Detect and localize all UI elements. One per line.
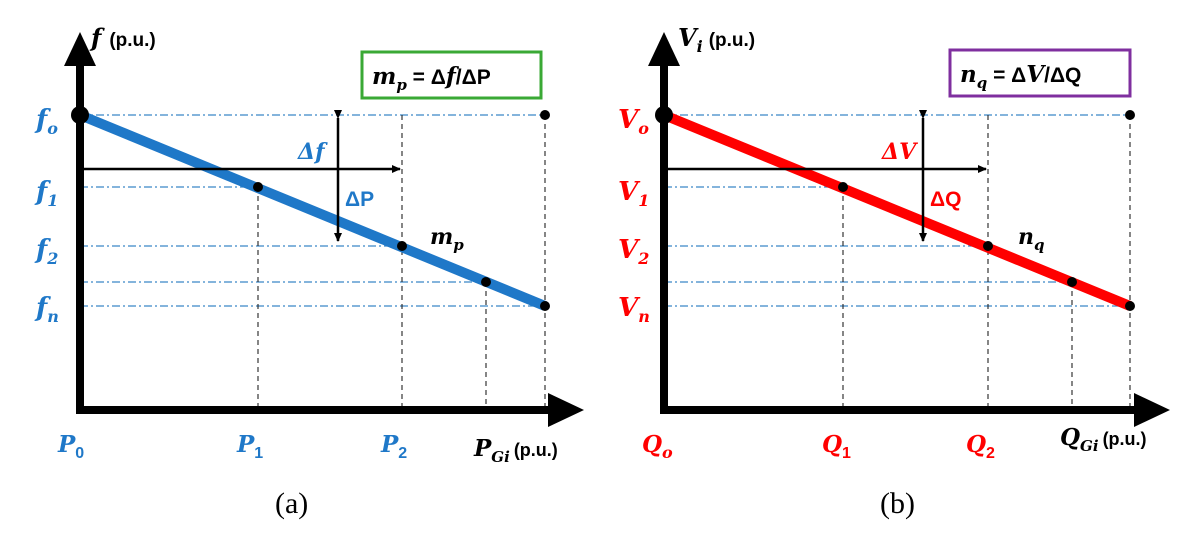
labels-a: f (p.u.) mp = Δf/ΔP fo f1 f2 fn P0 P1 P2 … [34,23,558,520]
slope-label-b: nq [1018,224,1045,254]
x-axis-arrowhead-b [1134,393,1170,427]
point-qn [1125,301,1135,311]
formula-box-a [360,50,543,100]
delta-y-label-b: ΔV [881,139,918,165]
y-tick-a-1: f1 [34,177,58,210]
x-tick-b-1: Q1 [822,431,851,462]
delta-x-label-a: ΔP [345,188,374,211]
x-axis-arrowhead-a [548,393,584,427]
point-q3 [1067,277,1077,287]
y-tick-a-3: fn [34,293,59,326]
y-tick-b-2: V2 [618,235,649,268]
droop-line-a [78,110,547,311]
y-axis-arrowhead-b [648,32,680,66]
point-corner-b [1125,110,1135,120]
y-tick-b-3: Vn [618,293,650,326]
labels-b: Vi (p.u.) nq = ΔV/ΔQ Vo V1 V2 Vn Qo Q1 Q2… [618,23,1147,520]
x-axis-title-a: PGi (p.u.) [473,435,558,466]
x-tick-b-2: Q2 [966,431,995,462]
caption-b: (b) [880,487,915,520]
x-tick-a-2: P2 [380,431,407,462]
panel-b [648,32,1170,427]
y-axis-title-a: f (p.u.) [89,23,156,52]
y-tick-b-1: V1 [618,177,649,210]
x-tick-a-0: P0 [57,431,84,462]
point-q2 [983,241,993,251]
grid-lines-a [80,114,546,410]
point-p2 [397,241,407,251]
x-tick-b-0: Qo [642,431,673,462]
y-tick-a-2: f2 [34,235,58,268]
x-tick-a-1: P1 [236,431,263,462]
formula-box-b [948,48,1132,98]
caption-a: (a) [275,487,308,520]
y-axis-title-b: Vi (p.u.) [678,23,755,56]
y-axis-arrowhead-a [64,32,96,66]
formula-b: nq = ΔV/ΔQ [960,61,1081,92]
point-q1 [838,182,848,192]
delta-y-label-a: Δf [297,139,328,165]
point-p1 [253,182,263,192]
point-p3 [481,277,491,287]
point-pn [540,301,550,311]
x-axis-title-b: QGi (p.u.) [1060,424,1147,455]
y-tick-b-0: Vo [618,105,649,138]
y-tick-a-0: fo [34,105,58,138]
delta-x-label-b: ΔQ [930,188,961,211]
panel-a [64,32,584,427]
slope-label-a: mp [430,224,464,254]
grid-lines-b [664,114,1131,410]
point-corner-a [540,110,550,120]
droop-line-b [662,110,1132,311]
formula-a: mp = Δf/ΔP [372,63,491,94]
